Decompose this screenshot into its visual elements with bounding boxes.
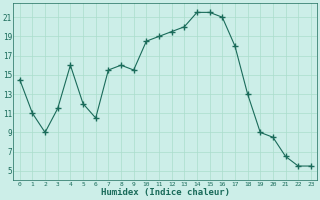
X-axis label: Humidex (Indice chaleur): Humidex (Indice chaleur)	[101, 188, 230, 197]
